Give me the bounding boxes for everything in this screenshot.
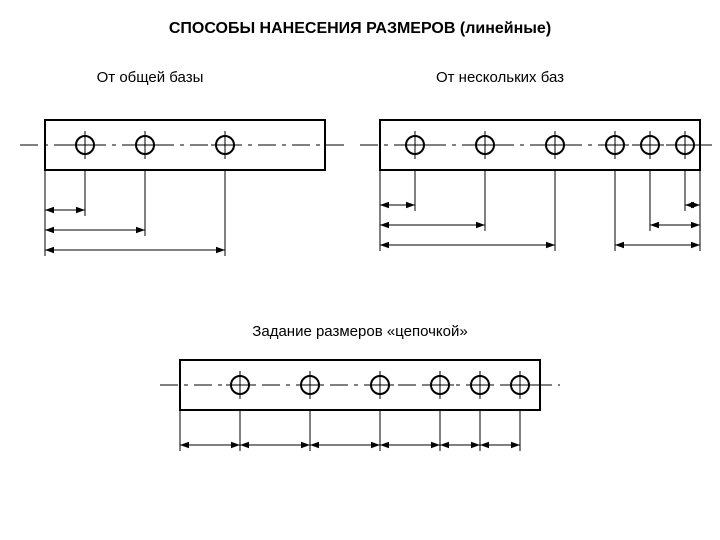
diagram-canvas — [0, 0, 720, 540]
